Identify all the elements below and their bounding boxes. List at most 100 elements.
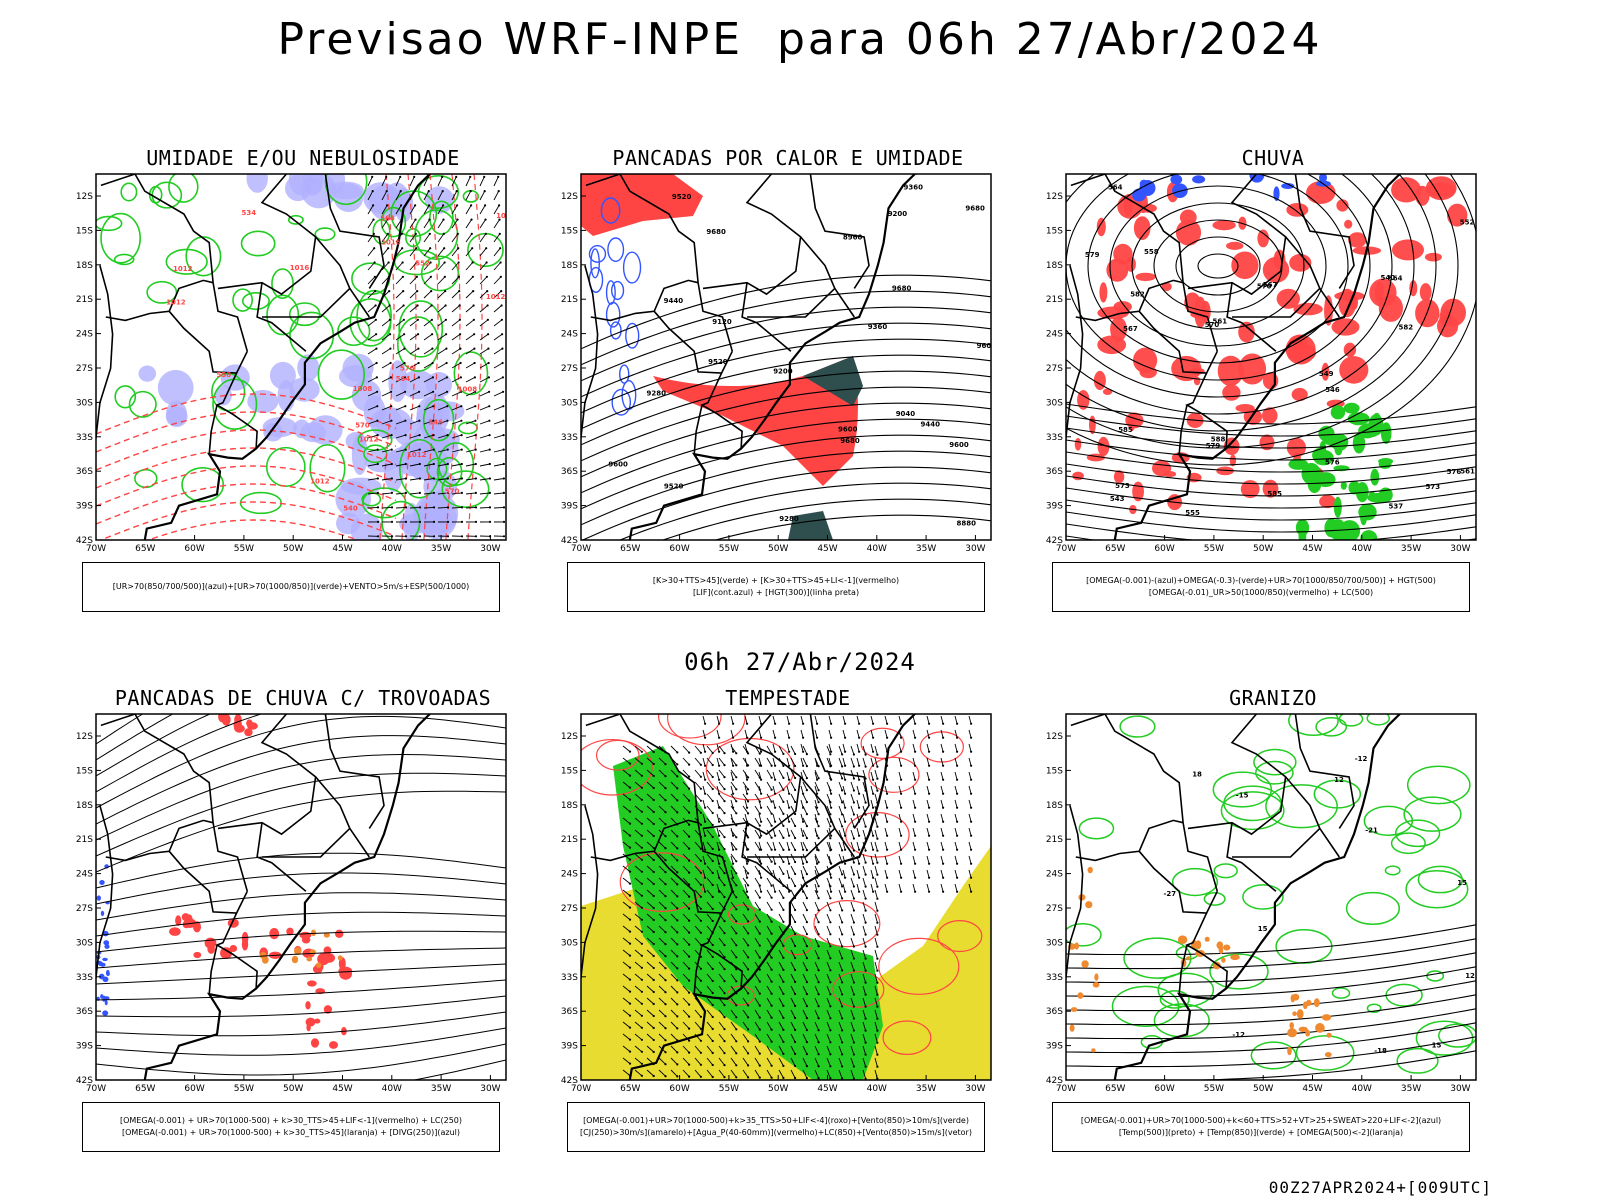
wind-vector-head <box>782 860 785 863</box>
contour-label: 8960 <box>843 233 863 241</box>
wind-vector <box>778 1033 784 1043</box>
wind-vector <box>766 1069 772 1078</box>
border-line <box>1187 714 1287 836</box>
streamline <box>96 735 506 825</box>
wind-vector-head <box>499 261 502 264</box>
wind-vector-head <box>711 1003 714 1007</box>
wind-vector-head <box>699 955 702 958</box>
wind-vector <box>790 841 796 851</box>
wind-vector-head <box>414 204 417 207</box>
wind-vector <box>862 949 867 959</box>
wind-vector-head <box>389 361 392 365</box>
lat-tick-label: 33S <box>561 973 578 983</box>
wind-vector <box>658 901 666 909</box>
lon-tick-label: 45W <box>1302 544 1322 554</box>
wind-vector-head <box>688 895 691 898</box>
wind-vector <box>622 937 631 944</box>
wind-vector <box>658 793 666 801</box>
wind-vector <box>742 961 749 970</box>
humidity-low-contour <box>287 214 304 225</box>
wind-vector <box>622 853 631 860</box>
wind-vector-head <box>770 956 773 959</box>
wind-vector-head <box>652 954 655 958</box>
contour-label: 9680 <box>892 284 912 292</box>
wind-vector-head <box>699 1063 702 1066</box>
wind-vector-head <box>676 883 679 886</box>
humidity-high-area <box>297 354 320 382</box>
rain-strong-area <box>1340 481 1347 490</box>
wind-vector-head <box>794 848 797 852</box>
wind-vector <box>367 478 378 481</box>
wind-vector-head <box>676 799 679 802</box>
wind-vector-head <box>802 862 805 865</box>
wind-vector <box>479 333 489 341</box>
panel-title: PANCADAS POR CALOR E UMIDADE <box>612 146 964 170</box>
coastline <box>628 174 917 540</box>
wind-vector-head <box>760 736 763 739</box>
wind-vector <box>838 1021 843 1031</box>
wind-vector-head <box>782 752 785 755</box>
map-pancadas-calor: 9680968096809600960096809520960095209440… <box>561 173 992 554</box>
wind-vector <box>790 997 796 1007</box>
wind-vector-head <box>732 834 735 837</box>
wind-vector-head <box>774 806 777 809</box>
omega-area <box>1287 1046 1292 1056</box>
wind-vector-head <box>472 304 475 307</box>
wind-vector <box>437 219 444 229</box>
lat-tick-label: 39S <box>76 502 93 512</box>
temp-850-contour <box>1338 714 1364 727</box>
wind-vector <box>706 985 714 994</box>
wind-vector-head <box>830 736 833 739</box>
wind-vector-head <box>372 232 375 235</box>
wind-vector <box>790 913 796 923</box>
lon-tick-label: 30W <box>1450 544 1470 554</box>
wind-vector-head <box>711 955 714 959</box>
wind-vector-head <box>735 908 738 911</box>
humidity-high-area <box>246 174 268 193</box>
wind-vector <box>479 463 490 467</box>
wind-vector <box>409 478 420 481</box>
wind-vector <box>451 434 462 439</box>
wind-vector-head <box>372 218 375 221</box>
wind-vector-head <box>640 894 643 897</box>
legend-box: [OMEGA(-0.001)-(azul)+OMEGA(-0.3)-(verde… <box>1052 562 1470 612</box>
contour-label: 543 <box>1110 495 1125 503</box>
border-line <box>100 714 249 892</box>
wind-vector-head <box>841 1077 844 1080</box>
wind-vector <box>634 913 643 921</box>
wind-vector <box>437 319 447 327</box>
wind-vector <box>790 745 796 755</box>
wind-vector <box>658 877 666 885</box>
wind-vector <box>814 973 820 983</box>
wind-vector <box>754 1069 761 1078</box>
border-line <box>702 174 802 296</box>
wind-vector <box>409 348 419 355</box>
wind-vector-head <box>459 376 462 379</box>
wind-vector <box>744 729 748 738</box>
wind-vector <box>730 869 734 878</box>
wind-vector <box>850 793 855 803</box>
lon-tick-label: 70W <box>571 1084 591 1094</box>
wind-vector-head <box>652 870 655 874</box>
wind-vector <box>730 877 737 886</box>
omega-area <box>1074 942 1079 950</box>
wind-vector-head <box>429 261 432 264</box>
wind-vector-head <box>628 1014 632 1017</box>
wind-vector-head <box>688 931 691 934</box>
wind-vector <box>838 937 843 947</box>
panel-title: GRANIZO <box>1229 686 1317 710</box>
wind-vector <box>898 827 902 836</box>
wind-vector-head <box>829 1017 832 1020</box>
wind-vector <box>682 889 690 897</box>
wind-vector <box>682 1021 690 1029</box>
wind-vector <box>802 901 808 911</box>
contour-label: 537 <box>1389 502 1404 510</box>
wind-vector <box>754 829 761 838</box>
wind-vector-head <box>858 736 861 739</box>
border-line <box>217 714 317 836</box>
lat-tick-label: 27S <box>1046 904 1063 914</box>
wind-vector <box>826 961 831 971</box>
wind-vector <box>744 757 748 766</box>
wind-vector-head <box>389 347 392 350</box>
wind-vector-head <box>699 907 702 910</box>
